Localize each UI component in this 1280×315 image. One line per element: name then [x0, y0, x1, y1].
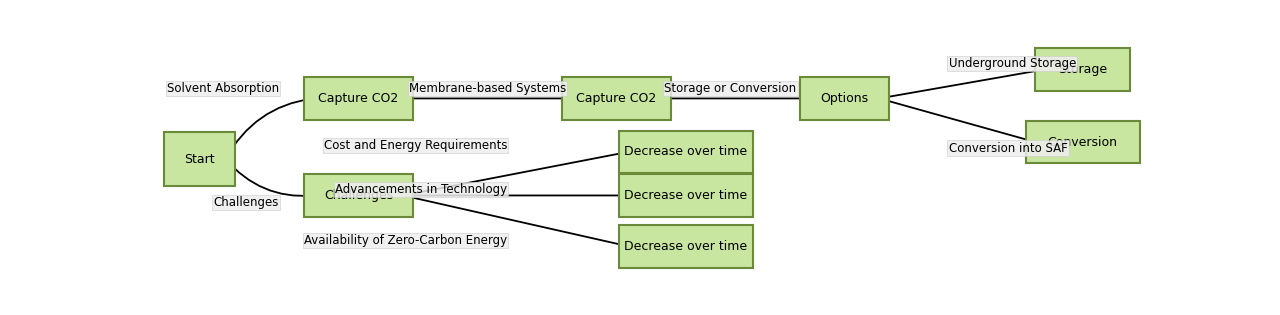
FancyBboxPatch shape [164, 132, 236, 186]
Text: Options: Options [820, 92, 869, 105]
FancyBboxPatch shape [618, 131, 753, 173]
Text: Challenges: Challenges [324, 189, 393, 202]
Text: Conversion into SAF: Conversion into SAF [948, 142, 1068, 155]
Text: Advancements in Technology: Advancements in Technology [335, 183, 507, 196]
Text: Membrane-based Systems: Membrane-based Systems [408, 82, 566, 95]
Text: Capture CO2: Capture CO2 [576, 92, 657, 105]
FancyBboxPatch shape [618, 174, 753, 217]
FancyBboxPatch shape [303, 77, 413, 120]
FancyBboxPatch shape [800, 77, 890, 120]
Text: Conversion: Conversion [1047, 135, 1117, 149]
Text: Solvent Absorption: Solvent Absorption [166, 82, 279, 95]
FancyBboxPatch shape [1025, 121, 1139, 163]
Text: Challenges: Challenges [214, 196, 279, 209]
Text: Storage: Storage [1059, 63, 1107, 76]
Text: Cost and Energy Requirements: Cost and Energy Requirements [324, 139, 507, 152]
Text: Decrease over time: Decrease over time [625, 189, 748, 202]
FancyBboxPatch shape [618, 225, 753, 268]
Text: Capture CO2: Capture CO2 [319, 92, 398, 105]
Text: Decrease over time: Decrease over time [625, 240, 748, 253]
FancyBboxPatch shape [303, 174, 413, 217]
FancyBboxPatch shape [562, 77, 671, 120]
Text: Availability of Zero-Carbon Energy: Availability of Zero-Carbon Energy [305, 234, 507, 247]
Text: Storage or Conversion: Storage or Conversion [664, 82, 796, 95]
FancyBboxPatch shape [1036, 48, 1130, 90]
Text: Start: Start [184, 152, 215, 166]
Text: Decrease over time: Decrease over time [625, 145, 748, 158]
Text: Underground Storage: Underground Storage [948, 57, 1076, 70]
